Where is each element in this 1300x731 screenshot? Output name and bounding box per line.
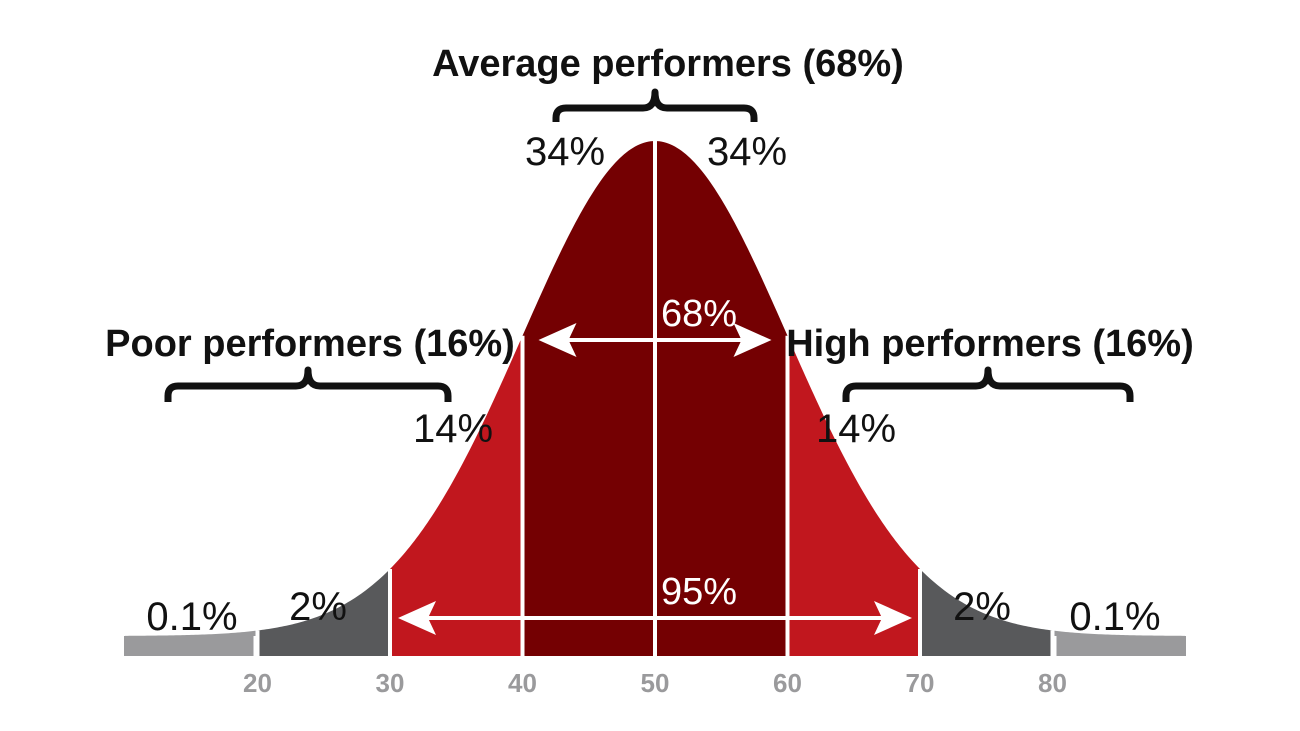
span-arrow-0 (538, 323, 772, 357)
segment-label-5: 14% (816, 407, 896, 451)
segment-label-6: 2% (953, 585, 1011, 629)
segment-label-2: 14% (413, 407, 493, 451)
curve-segment-0 (125, 630, 258, 636)
x-tick-60: 60 (773, 668, 802, 698)
span-arrows (398, 323, 912, 635)
baseline-bar-2 (390, 636, 523, 656)
x-tick-20: 20 (243, 668, 272, 698)
x-tick-labels: 20 30 40 50 60 70 80 (243, 668, 1067, 698)
group-braces (164, 88, 1134, 402)
baseline-bar-1 (257, 636, 390, 656)
span-label-1: 95% (661, 571, 737, 613)
baseline-bar-4 (655, 636, 788, 656)
curve-segment-3 (522, 141, 655, 636)
span-arrow-1 (398, 601, 912, 635)
curve-segment-2 (390, 335, 523, 636)
baseline-bar-3 (522, 636, 655, 656)
segment-label-7: 0.1% (1069, 595, 1160, 639)
segment-label-0: 0.1% (146, 595, 237, 639)
brace-average (552, 88, 758, 122)
curve-segment-5 (787, 335, 920, 636)
x-tick-40: 40 (508, 668, 537, 698)
labels: 0.1% 2% 14% 34% 34% 14% 2% 0.1% 68% 95% Average pe… (105, 43, 1194, 639)
group-title-1: Poor performers (16%) (105, 323, 515, 365)
baseline-bar-7 (1056, 636, 1186, 656)
baseline-bar-0 (124, 636, 254, 656)
segment-label-1: 2% (289, 585, 347, 629)
curve-segment-1 (257, 569, 390, 636)
x-tick-70: 70 (906, 668, 935, 698)
x-tick-80: 80 (1038, 668, 1067, 698)
curve-segment-6 (920, 569, 1053, 636)
baseline-bar-6 (920, 636, 1053, 656)
span-label-0: 68% (661, 293, 737, 335)
segment-label-4: 34% (707, 130, 787, 174)
group-title-0: Average performers (68%) (432, 43, 904, 85)
x-tick-30: 30 (376, 668, 405, 698)
baseline-bar-5 (787, 636, 920, 656)
segment-label-3: 34% (525, 130, 605, 174)
brace-high (842, 366, 1134, 402)
segment-dividers (255, 141, 1055, 656)
curve-segment-7 (1052, 630, 1185, 636)
curve-segment-4 (655, 141, 788, 636)
group-title-2: High performers (16%) (786, 323, 1194, 365)
x-tick-50: 50 (641, 668, 670, 698)
brace-poor (164, 366, 452, 402)
baseline-bars (124, 636, 1186, 656)
curve-segments (125, 141, 1185, 636)
